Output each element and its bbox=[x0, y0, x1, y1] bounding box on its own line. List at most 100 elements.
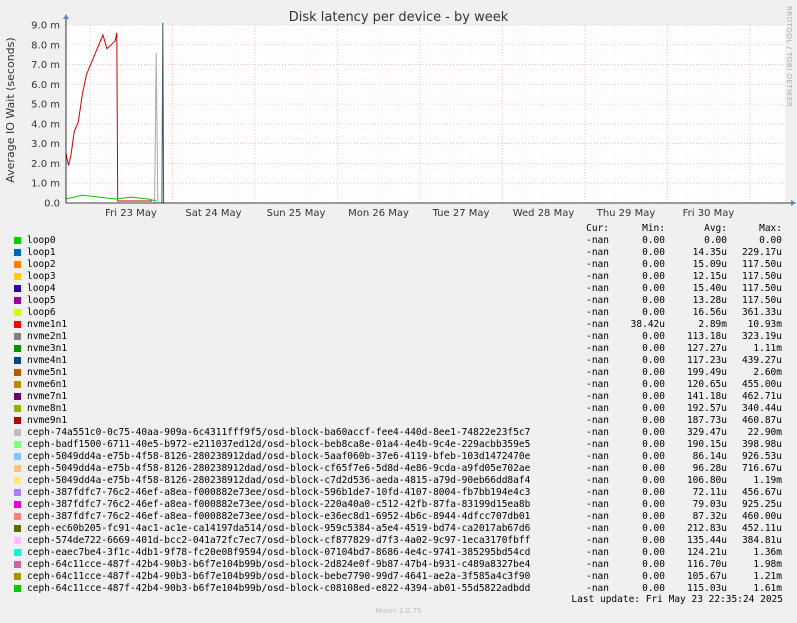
legend-value-cur: -nan bbox=[586, 319, 609, 330]
legend-value-cur: -nan bbox=[586, 511, 609, 522]
legend-value-min: 0.00 bbox=[642, 571, 665, 582]
legend-value-max: 384.81u bbox=[741, 535, 782, 546]
legend-value-avg: 12.15u bbox=[692, 271, 727, 282]
legend-value-cur: -nan bbox=[586, 571, 609, 582]
legend-swatch bbox=[14, 525, 21, 532]
legend-value-avg: 106.80u bbox=[686, 475, 727, 486]
legend-value-avg: 113.18u bbox=[686, 331, 727, 342]
legend-value-min: 0.00 bbox=[642, 499, 665, 510]
legend-value-cur: -nan bbox=[586, 487, 609, 498]
legend-value-max: 462.71u bbox=[741, 391, 782, 402]
legend-series-name: ceph-387fdfc7-76c2-46ef-a8ea-f000882e73e… bbox=[27, 511, 531, 522]
legend-value-cur: -nan bbox=[586, 583, 609, 594]
legend-value-max: 398.98u bbox=[741, 439, 782, 450]
legend-swatch bbox=[14, 417, 21, 424]
plot-background bbox=[66, 25, 785, 203]
legend-swatch bbox=[14, 405, 21, 412]
legend-value-max: 1.19m bbox=[753, 475, 782, 486]
legend-header-min: Min: bbox=[642, 223, 665, 234]
legend-value-cur: -nan bbox=[586, 367, 609, 378]
legend-value-cur: -nan bbox=[586, 247, 609, 258]
legend-value-min: 0.00 bbox=[642, 415, 665, 426]
legend-value-cur: -nan bbox=[586, 355, 609, 366]
legend-swatch bbox=[14, 285, 21, 292]
legend-series-name: nvme4n1 bbox=[27, 355, 68, 366]
legend-value-avg: 13.28u bbox=[692, 295, 727, 306]
legend-value-cur: -nan bbox=[586, 535, 609, 546]
legend-row: ceph-387fdfc7-76c2-46ef-a8ea-f000882e73e… bbox=[0, 487, 797, 499]
legend-value-min: 0.00 bbox=[642, 331, 665, 342]
legend-series-name: ceph-387fdfc7-76c2-46ef-a8ea-f000882e73e… bbox=[27, 499, 531, 510]
legend-value-min: 0.00 bbox=[642, 559, 665, 570]
legend-value-avg: 86.14u bbox=[692, 451, 727, 462]
legend-series-name: ceph-64c11cce-487f-42b4-90b3-b6f7e104b99… bbox=[27, 583, 531, 594]
legend-value-cur: -nan bbox=[586, 295, 609, 306]
legend-series-name: ceph-574de722-6669-401d-bcc2-041a72fc7ec… bbox=[27, 535, 531, 546]
legend-value-max: 323.19u bbox=[741, 331, 782, 342]
legend-value-max: 1.36m bbox=[753, 547, 782, 558]
legend-value-avg: 187.73u bbox=[686, 415, 727, 426]
footer-version: Munin 2.0.75 bbox=[375, 607, 422, 615]
legend-value-cur: -nan bbox=[586, 391, 609, 402]
legend-value-max: 1.11m bbox=[753, 343, 782, 354]
legend-value-min: 0.00 bbox=[642, 523, 665, 534]
legend-row: loop2 -nan 0.00 15.09u 117.50u bbox=[0, 259, 797, 271]
legend-row: ceph-badf1500-6711-40e5-b972-e211037ed12… bbox=[0, 439, 797, 451]
legend-row: nvme9n1 -nan 0.00 187.73u 460.87u bbox=[0, 415, 797, 427]
legend-value-max: 716.67u bbox=[741, 463, 782, 474]
legend-value-max: 117.50u bbox=[741, 283, 782, 294]
legend-series-name: ceph-badf1500-6711-40e5-b972-e211037ed12… bbox=[27, 439, 531, 450]
legend-value-cur: -nan bbox=[586, 559, 609, 570]
x-axis-arrow bbox=[791, 200, 796, 206]
legend-value-max: 460.87u bbox=[741, 415, 782, 426]
legend-value-min: 0.00 bbox=[642, 463, 665, 474]
legend-value-cur: -nan bbox=[586, 271, 609, 282]
legend-swatch bbox=[14, 309, 21, 316]
legend-value-avg: 116.70u bbox=[686, 559, 727, 570]
legend-value-cur: -nan bbox=[586, 259, 609, 270]
legend-row: nvme7n1 -nan 0.00 141.18u 462.71u bbox=[0, 391, 797, 403]
legend-series-name: ceph-5049dd4a-e75b-4f58-8126-280238912da… bbox=[27, 463, 531, 474]
legend-value-min: 0.00 bbox=[642, 451, 665, 462]
legend-value-min: 0.00 bbox=[642, 379, 665, 390]
legend-value-avg: 212.83u bbox=[686, 523, 727, 534]
legend-value-max: 1.21m bbox=[753, 571, 782, 582]
legend-value-avg: 105.67u bbox=[686, 571, 727, 582]
legend-value-avg: 117.23u bbox=[686, 355, 727, 366]
legend-series-name: loop0 bbox=[27, 235, 56, 246]
legend-row: loop6 -nan 0.00 16.56u 361.33u bbox=[0, 307, 797, 319]
legend-value-min: 0.00 bbox=[642, 535, 665, 546]
x-tick-label: Fri 23 May bbox=[105, 208, 157, 219]
legend-value-cur: -nan bbox=[586, 427, 609, 438]
legend-value-max: 117.50u bbox=[741, 259, 782, 270]
legend-value-min: 0.00 bbox=[642, 355, 665, 366]
legend-row: loop3 -nan 0.00 12.15u 117.50u bbox=[0, 271, 797, 283]
legend-value-cur: -nan bbox=[586, 283, 609, 294]
legend-swatch bbox=[14, 237, 21, 244]
x-tick-label: Wed 28 May bbox=[513, 208, 575, 219]
legend-value-min: 0.00 bbox=[642, 511, 665, 522]
legend-series-name: loop1 bbox=[27, 247, 56, 258]
legend-row: loop4 -nan 0.00 15.40u 117.50u bbox=[0, 283, 797, 295]
legend-value-avg: 115.03u bbox=[686, 583, 727, 594]
legend-row: nvme6n1 -nan 0.00 120.65u 455.00u bbox=[0, 379, 797, 391]
legend-value-max: 452.11u bbox=[741, 523, 782, 534]
legend-value-cur: -nan bbox=[586, 307, 609, 318]
legend-series-name: loop6 bbox=[27, 307, 56, 318]
legend-row: loop1 -nan 0.00 14.35u 229.17u bbox=[0, 247, 797, 259]
legend-value-min: 0.00 bbox=[642, 343, 665, 354]
legend-value-avg: 16.56u bbox=[692, 307, 727, 318]
legend-value-min: 0.00 bbox=[642, 391, 665, 402]
legend-row: ceph-5049dd4a-e75b-4f58-8126-280238912da… bbox=[0, 475, 797, 487]
legend-value-avg: 127.27u bbox=[686, 343, 727, 354]
legend-value-max: 439.27u bbox=[741, 355, 782, 366]
legend-value-avg: 15.09u bbox=[692, 259, 727, 270]
legend-series-name: ceph-74a551c0-0c75-40aa-909a-6c4311fff9f… bbox=[27, 427, 531, 438]
legend-swatch bbox=[14, 321, 21, 328]
legend-header-max: Max: bbox=[759, 223, 782, 234]
legend-swatch bbox=[14, 369, 21, 376]
y-tick-label: 7.0 m bbox=[31, 60, 60, 71]
legend-swatch bbox=[14, 381, 21, 388]
legend-swatch bbox=[14, 249, 21, 256]
legend-swatch bbox=[14, 261, 21, 268]
